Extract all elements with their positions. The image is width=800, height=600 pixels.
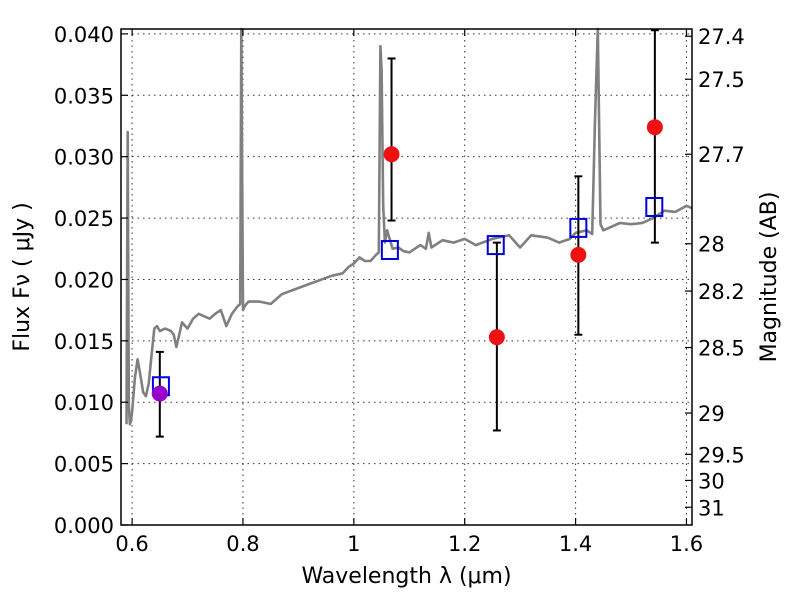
y-tick-label: 0.040: [54, 23, 114, 47]
observed-photometry-layer: [151, 119, 663, 402]
observed-point: [570, 246, 587, 263]
y-tick-label: 0.005: [54, 453, 114, 477]
x-tick-label: 1: [347, 532, 360, 556]
x-tick-label: 1.4: [559, 532, 592, 556]
magnitude-tick-label: 27.5: [698, 68, 745, 92]
observed-point: [488, 329, 505, 346]
magnitude-tick-label: 28.5: [698, 337, 745, 361]
y-tick-label: 0.020: [54, 268, 114, 292]
x-tick-label: 1.6: [670, 532, 703, 556]
y-tick-label: 0.025: [54, 207, 114, 231]
x-tick-label: 1.2: [448, 532, 481, 556]
model-photometry-square: [380, 239, 399, 260]
model-photometry-layer: [151, 197, 664, 397]
y-tick-label: 0.000: [54, 514, 114, 538]
observed-point: [383, 146, 400, 163]
model-photometry-square: [486, 235, 505, 256]
magnitude-tick-label: 30: [698, 469, 725, 493]
y-axis-label: Flux Fν ( μJy ): [10, 202, 35, 351]
magnitude-tick-label: 28: [698, 233, 725, 257]
magnitude-axis-ticks: 27.4 27.5 27.7 28 28.2 28.5 29 29.530 31: [685, 25, 745, 520]
x-axis-ticks: 0.6 0.8 1 1.2 1.4 1.6: [115, 29, 703, 556]
y-tick-label: 0.015: [54, 330, 114, 354]
magnitude-tick-label: 28.2: [698, 280, 745, 304]
magnitude-axis-label: Magnitude (AB): [757, 192, 782, 363]
model-photometry-square: [645, 197, 664, 218]
x-axis-label: Wavelength λ (μm): [301, 564, 511, 589]
x-tick-label: 0.8: [226, 532, 259, 556]
magnitude-tick-label: 31: [698, 496, 725, 520]
observed-point: [646, 119, 663, 136]
error-bar-layer: [155, 29, 659, 438]
y-tick-label: 0.010: [54, 391, 114, 415]
model-spectrum-layer: [125, 27, 693, 426]
grid-layer: [121, 29, 692, 526]
magnitude-tick-label: 29.5: [698, 443, 745, 467]
x-tick-label: 0.6: [115, 532, 148, 556]
model-spectrum-line: [125, 27, 693, 426]
magnitude-tick-label: 27.4: [698, 25, 745, 49]
y-tick-label: 0.035: [54, 84, 114, 108]
magnitude-tick-label: 27.7: [698, 143, 745, 167]
magnitude-tick-label: 29: [698, 402, 725, 426]
model-photometry-square: [569, 217, 588, 238]
plot-frame: [120, 28, 693, 526]
y-axis-ticks: 0.000 0.005 0.010 0.015 0.020 0.025 0.030 0.035…: [54, 23, 128, 538]
y-tick-label: 0.030: [54, 146, 114, 170]
observed-point: [151, 385, 168, 402]
